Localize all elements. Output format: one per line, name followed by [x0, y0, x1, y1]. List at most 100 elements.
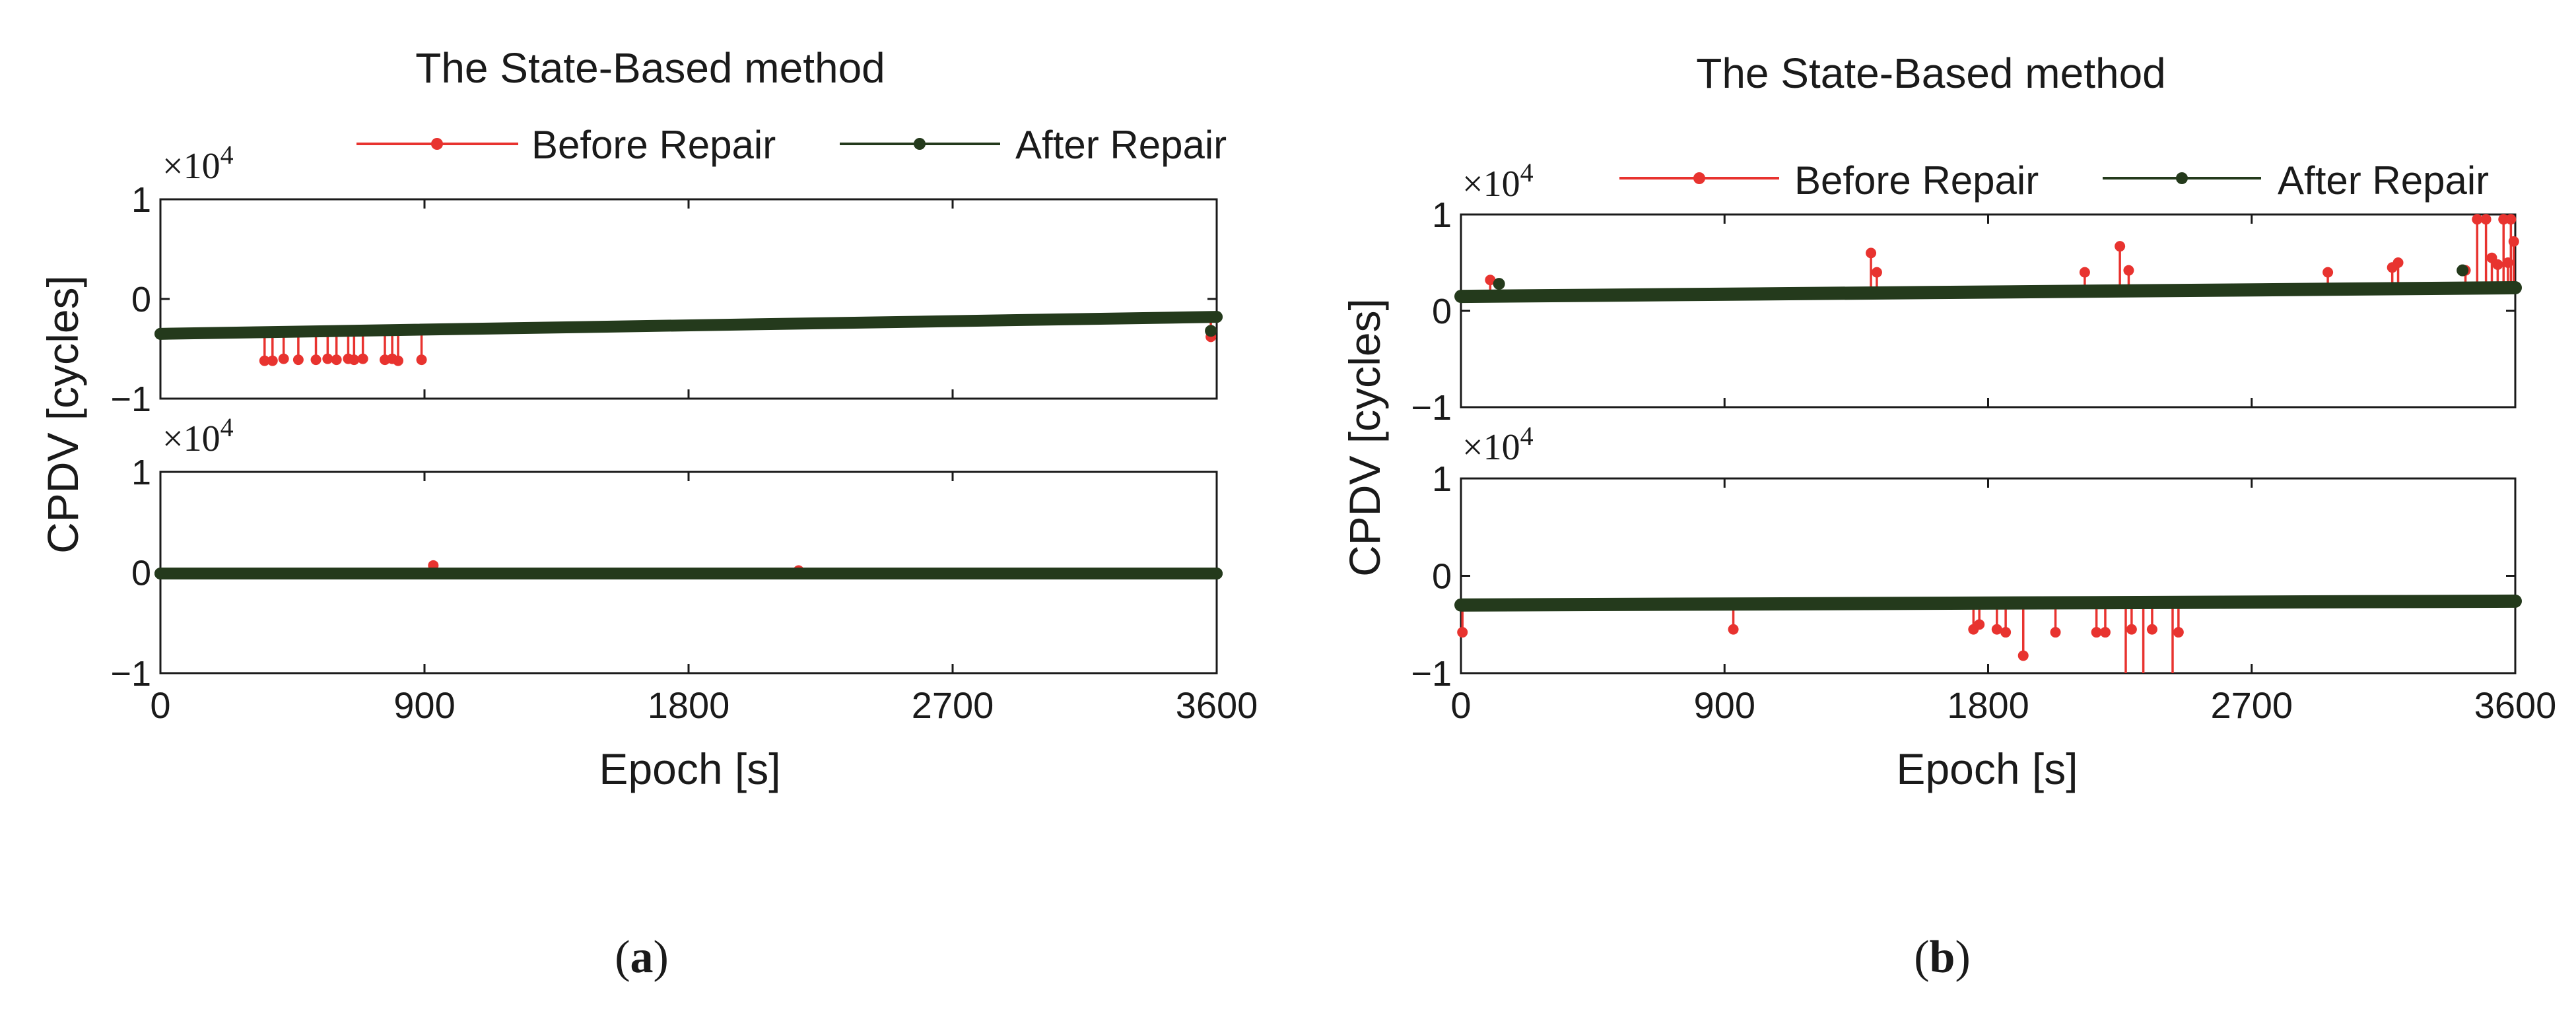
x-tick-label: 2700 — [2210, 684, 2293, 726]
before-repair-point — [357, 353, 368, 364]
after-repair-point — [1455, 599, 1467, 611]
after-repair-series — [1454, 280, 2522, 304]
before-repair-point — [393, 355, 403, 366]
subplot-a-top: ×104 1 0 −1 — [110, 140, 1223, 419]
before-repair-point — [2050, 627, 2061, 638]
caption-b: (b) — [1914, 932, 1971, 983]
after-repair-point — [2509, 281, 2521, 294]
y-tick-label: 1 — [131, 453, 151, 492]
before-repair-point — [292, 354, 304, 366]
legend-after-marker — [2176, 172, 2188, 184]
before-repair-point — [416, 354, 427, 366]
before-repair-point — [1728, 624, 1739, 635]
legend-before-label: Before Repair — [1794, 158, 2039, 203]
legend-before-marker — [1693, 172, 1705, 184]
caption-a: (a) — [615, 932, 669, 983]
legend-before-label: Before Repair — [531, 123, 776, 167]
after-repair-series — [154, 311, 1223, 340]
y-tick-label: 1 — [1432, 459, 1452, 499]
y-tick-label: 0 — [131, 280, 151, 319]
before-repair-point — [2126, 624, 2137, 635]
x-axis-label: Epoch [s] — [599, 744, 780, 793]
chart-title: The State-Based method — [415, 44, 885, 92]
y-tick-label: −1 — [1411, 388, 1452, 428]
x-axis-label: Epoch [s] — [1896, 744, 2078, 793]
before-repair-point — [1485, 275, 1496, 286]
after-repair-point — [1493, 278, 1505, 290]
after-repair-point — [2457, 264, 2469, 277]
before-repair-point — [2115, 241, 2126, 252]
before-repair-point — [1871, 267, 1882, 278]
before-repair-point — [2146, 624, 2157, 635]
before-repair-point — [259, 355, 270, 366]
before-repair-point — [2472, 214, 2483, 225]
plot-frame — [159, 198, 1218, 400]
before-repair-point — [310, 354, 322, 366]
legend-before-marker — [431, 138, 443, 150]
x-tick-label: 900 — [393, 684, 455, 726]
after-repair-point — [154, 327, 166, 340]
before-repair-point — [2480, 214, 2491, 225]
legend: Before Repair After Repair — [356, 123, 1227, 167]
panel-a: The State-Based method Before Repair Aft… — [38, 44, 1258, 983]
before-repair-point — [349, 354, 360, 366]
before-repair-point — [2508, 236, 2519, 247]
before-repair-point — [1866, 247, 1877, 259]
before-repair-point — [2498, 214, 2509, 225]
y-multiplier: ×104 — [162, 412, 234, 459]
chart-title: The State-Based method — [1696, 49, 2166, 97]
legend: Before Repair After Repair — [1619, 158, 2489, 203]
before-repair-point — [1974, 619, 1985, 630]
x-tick-label: 0 — [1450, 684, 1471, 726]
before-repair-point — [2492, 259, 2503, 270]
y-axis-label: CPDV [cycles] — [1340, 298, 1389, 577]
before-repair-point — [267, 355, 278, 366]
after-repair-point — [1455, 290, 1467, 303]
subplot-b-bottom: ×104 10−10 900 1800 2700 3600 — [1411, 421, 2556, 726]
subplot-b-top: ×104 1 0 −1 — [1411, 158, 2522, 428]
before-repair-point — [1457, 627, 1468, 638]
before-repair-point — [2017, 650, 2029, 661]
after-repair-point — [2509, 595, 2521, 607]
x-tick-label: 3600 — [2474, 684, 2557, 726]
before-repair-point — [278, 353, 289, 364]
before-repair-point — [2079, 267, 2090, 278]
before-repair-point — [2173, 627, 2184, 638]
y-tick-label: 0 — [1432, 292, 1452, 331]
before-repair-point — [322, 353, 333, 364]
panel-b: The State-Based method Before Repair Aft… — [1340, 49, 2556, 983]
after-repair-point — [1211, 311, 1223, 323]
before-repair-point — [1991, 624, 2002, 635]
y-axis-label: CPDV [cycles] — [38, 275, 87, 554]
x-tick-label: 1800 — [1947, 684, 2029, 726]
after-repair-point — [1205, 325, 1217, 337]
x-tick-label: 2700 — [912, 684, 994, 726]
legend-after-label: After Repair — [1015, 123, 1227, 167]
before-repair-point — [2322, 267, 2334, 278]
before-repair-point — [2123, 265, 2134, 276]
y-multiplier: ×104 — [162, 140, 234, 187]
before-repair-point — [331, 354, 342, 366]
y-tick-label: 1 — [131, 180, 151, 220]
x-tick-label: 3600 — [1176, 684, 1258, 726]
y-tick-label: 0 — [1432, 557, 1452, 597]
x-tick-label: 1800 — [648, 684, 730, 726]
y-tick-label: −1 — [110, 379, 151, 419]
y-tick-label: 1 — [1432, 195, 1452, 235]
legend-after-marker — [914, 138, 926, 150]
legend-after-label: After Repair — [2278, 158, 2489, 203]
y-multiplier: ×104 — [1462, 421, 1534, 468]
y-multiplier: ×104 — [1462, 158, 1534, 205]
x-tick-label: 900 — [1694, 684, 1755, 726]
before-repair-point — [2091, 627, 2102, 638]
after-repair-series — [1454, 594, 2522, 612]
subplot-a-bottom: ×104 10−10 900 1800 2700 3600 — [110, 412, 1258, 726]
before-repair-point — [2099, 627, 2111, 638]
before-repair-point — [2505, 214, 2517, 225]
plot-frame — [1460, 213, 2517, 409]
y-tick-label: 0 — [131, 554, 151, 593]
before-repair-point — [2392, 257, 2404, 268]
after-repair-point — [154, 568, 166, 580]
after-repair-point — [1211, 568, 1223, 580]
